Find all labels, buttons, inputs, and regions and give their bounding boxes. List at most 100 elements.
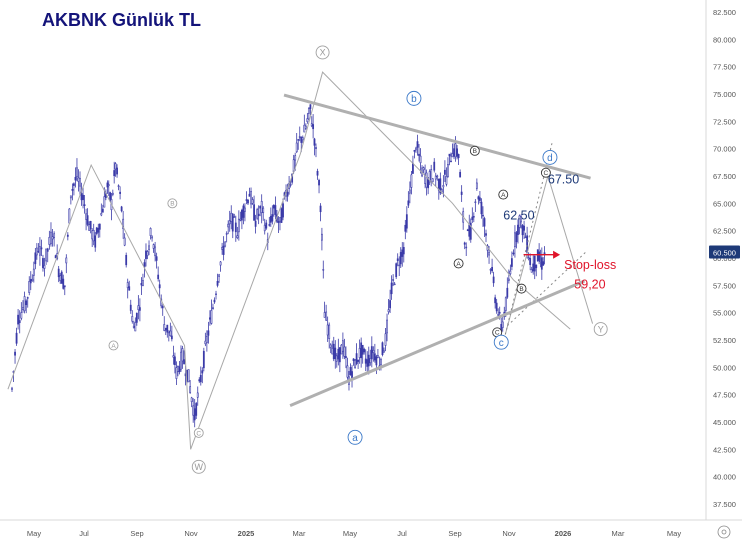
wave-label: B [170, 201, 174, 208]
wave-label: Y [598, 324, 604, 334]
candle-body [213, 299, 216, 303]
wave-label: A [501, 192, 506, 199]
trendlines-layer [283, 93, 591, 407]
x-tick-label: Sep [130, 529, 143, 538]
candle-body [434, 175, 437, 180]
candle-body [257, 213, 260, 217]
candle-body [340, 344, 343, 355]
candle-body [399, 252, 402, 265]
wave-label: C [544, 170, 549, 177]
candle-body [354, 359, 356, 369]
y-tick-label: 37.500 [713, 500, 736, 509]
candle-body [152, 244, 155, 249]
dotted-channel-line [506, 251, 587, 327]
chart-title: AKBNK Günlük TL [42, 10, 201, 30]
candle-body [501, 321, 504, 328]
candle-body [332, 343, 335, 360]
candle-body [28, 281, 31, 293]
candle-body [76, 167, 78, 178]
candle-body [331, 347, 334, 355]
stop-arrow-head [553, 250, 561, 259]
candle-body [119, 191, 121, 194]
candle-body [387, 309, 390, 313]
candle-body [380, 358, 382, 366]
candle-body [480, 201, 483, 215]
candle-body [242, 205, 245, 218]
candle-body [225, 233, 228, 235]
candle-body [510, 258, 513, 267]
candle-body [530, 269, 533, 273]
candle-body [345, 356, 347, 358]
candle-body [416, 141, 419, 148]
candle-body [335, 355, 338, 362]
candle-body [106, 182, 109, 188]
candle-body [131, 316, 134, 322]
candle-body [177, 366, 179, 372]
y-tick-label: 52.500 [713, 336, 736, 345]
candle-body [433, 161, 436, 171]
candle-body [518, 215, 521, 228]
candle-body [43, 265, 46, 269]
x-tick-label: 2026 [555, 529, 572, 538]
candle-body [269, 215, 272, 223]
candle-body [260, 200, 263, 214]
candle-body [22, 307, 24, 311]
price-annotation: 67.50 [548, 173, 579, 187]
candle-body [174, 356, 176, 366]
settings-icon[interactable] [717, 525, 731, 539]
candle-body [393, 283, 396, 286]
candle-body [367, 354, 370, 367]
y-tick-label: 42.500 [713, 445, 736, 454]
candle-body [469, 222, 472, 240]
x-tick-label: Nov [502, 529, 516, 538]
candle-body [277, 220, 280, 223]
candle-body [187, 369, 190, 383]
candle-body [415, 147, 417, 151]
candle-body [507, 278, 510, 281]
candle-body [300, 137, 303, 143]
candle-body [189, 386, 192, 393]
candle-body [533, 255, 536, 272]
candle-body [88, 224, 91, 231]
y-tick-label: 45.000 [713, 418, 736, 427]
candle-body [248, 193, 251, 197]
candle-body [244, 207, 246, 212]
candle-body [475, 182, 478, 189]
candle-body [221, 247, 224, 250]
candle-body [231, 213, 234, 232]
y-tick-label: 57.500 [713, 281, 736, 290]
wave-label-circle [108, 340, 119, 351]
wave-label: a [352, 433, 358, 444]
candle-body [404, 224, 407, 232]
candle-body [107, 184, 110, 186]
candle-body [233, 216, 236, 218]
candle-body [63, 285, 66, 288]
candle-body [306, 118, 309, 123]
candle-body [15, 332, 18, 344]
wave-label-circle [540, 167, 551, 178]
candle-body [103, 196, 106, 208]
candle-body [463, 242, 466, 245]
candle-body [71, 189, 74, 191]
candle-body [412, 163, 414, 174]
candle-body [372, 349, 375, 353]
candle-body [328, 324, 331, 339]
settings-icon-inner[interactable] [721, 529, 727, 535]
candle-body [46, 248, 49, 252]
candle-body [295, 142, 298, 153]
candle-body [271, 214, 274, 222]
x-tick-label: May [667, 529, 681, 538]
candle-body [346, 365, 349, 378]
candle-body [222, 245, 225, 255]
candle-body [410, 174, 413, 188]
candle-body [167, 330, 170, 334]
candle-body [100, 213, 103, 216]
candle-body [520, 216, 522, 223]
candle-body [419, 155, 422, 164]
candle-body [170, 335, 173, 340]
candle-body [148, 245, 150, 250]
candle-body [527, 257, 530, 260]
candle-body [454, 143, 457, 158]
candle-body [199, 374, 202, 383]
candle-body [95, 227, 98, 234]
